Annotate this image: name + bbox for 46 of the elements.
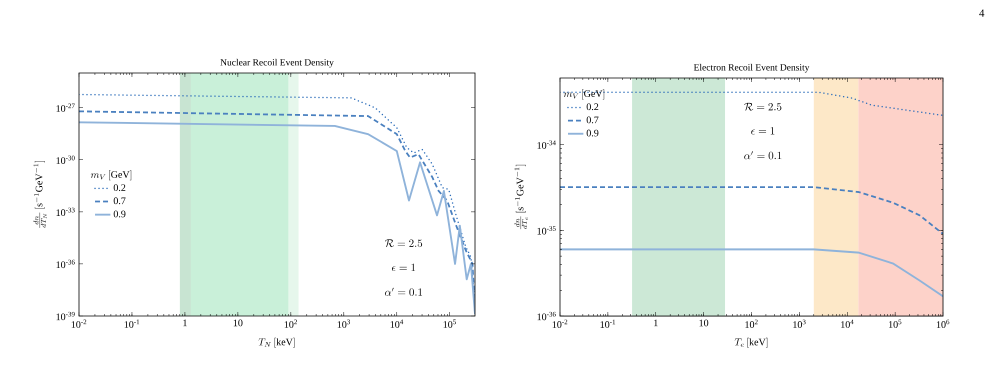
x-axis-title: $T_e\,[\mathrm{keV}]$ xyxy=(734,338,768,348)
legend-label: 0.7 xyxy=(114,197,126,204)
y-tick-label: 10$^{-27}$ xyxy=(56,104,75,112)
legend-title: $m_V\,[\mathrm{GeV}]$ xyxy=(564,89,604,100)
x-tick-label: 10$^{5}$ xyxy=(889,320,902,328)
x-tick-label: 10$^{-2}$ xyxy=(72,320,86,328)
y-tick-label: 10$^{-34}$ xyxy=(538,140,556,149)
x-tick-label: 1 xyxy=(183,320,187,326)
y-tick-label: 10$^{-30}$ xyxy=(56,156,75,164)
annotation: $\mathcal{R} = 2.5$ xyxy=(385,239,422,248)
x-tick-label: 10$^{3}$ xyxy=(793,320,806,328)
x-tick-label: 10 xyxy=(234,320,243,326)
x-tick-label: 10 xyxy=(700,320,708,326)
y-tick-label: 10$^{-35}$ xyxy=(538,226,556,235)
y-tick-label: 10$^{-39}$ xyxy=(56,312,75,320)
legend-label: 0.9 xyxy=(114,210,126,218)
y-tick-label: 10$^{-36}$ xyxy=(538,312,556,320)
legend-label: 0.7 xyxy=(586,116,599,124)
x-tick-label: 10$^{4}$ xyxy=(390,320,404,328)
y-axis-title: $\frac{dn}{dT_N}\,[\mathrm{s}^{-1}\mathrm{GeV}^{-1}]$ xyxy=(34,161,47,228)
x-tick-label: 10$^{6}$ xyxy=(936,320,950,328)
x-tick-label: 10$^{-1}$ xyxy=(124,320,140,328)
y-axis-title: $\frac{dn}{dT_e}\,[\mathrm{s}^{-1}\mathrm{GeV}^{-1}]$ xyxy=(514,164,528,230)
x-axis-title: $T_N\,[\mathrm{keV}]$ xyxy=(258,338,294,348)
annotation: $\mathcal{R} = 2.5$ xyxy=(744,102,782,111)
x-tick-label: 10$^{-1}$ xyxy=(600,320,616,328)
x-tick-label: 10$^{5}$ xyxy=(444,320,456,328)
chart-title: Electron Recoil Event Density xyxy=(694,64,810,73)
y-tick-label: 10$^{-33}$ xyxy=(56,208,75,216)
legend-label: 0.2 xyxy=(586,103,598,110)
y-tick-label: 10$^{-36}$ xyxy=(56,260,75,268)
x-tick-label: 10$^{2}$ xyxy=(284,320,297,328)
annotation: $\alpha' = 0.1$ xyxy=(744,151,782,160)
annotation: $\epsilon = 1$ xyxy=(392,264,416,272)
legend-label: 0.2 xyxy=(114,184,126,192)
x-tick-label: 1 xyxy=(654,320,658,326)
legend-label: 0.9 xyxy=(586,130,598,136)
text: 4 xyxy=(979,10,984,17)
x-tick-label: 10$^{2}$ xyxy=(745,320,758,328)
x-tick-label: 10$^{-2}$ xyxy=(552,320,568,328)
x-tick-label: 10$^{4}$ xyxy=(841,320,854,328)
x-tick-label: 10$^{3}$ xyxy=(338,320,350,328)
legend-title: $m_V\,[\mathrm{GeV}]$ xyxy=(90,170,132,180)
annotation: $\epsilon = 1$ xyxy=(751,127,774,135)
annotation: $\alpha' = 0.1$ xyxy=(384,288,422,296)
chart-title: Nuclear Recoil Event Density xyxy=(220,58,334,68)
